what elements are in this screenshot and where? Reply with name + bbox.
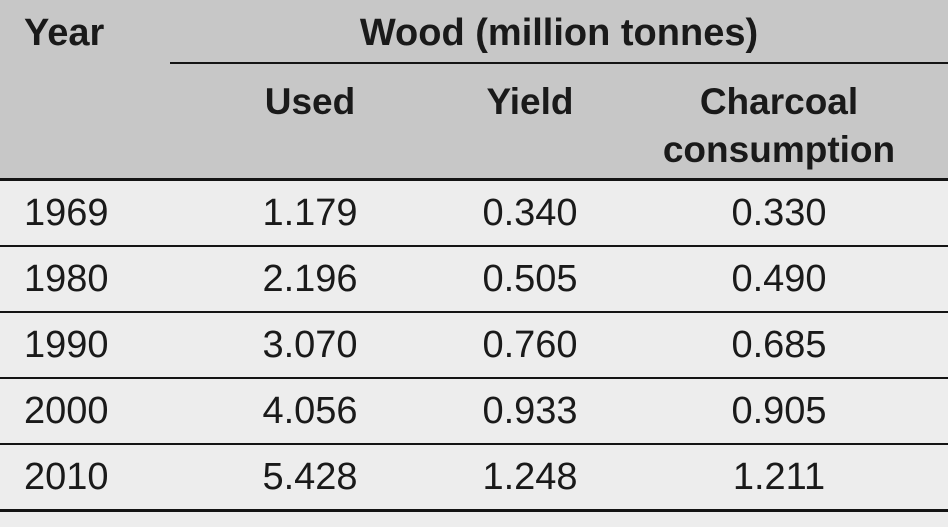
yield-cell: 0.760	[450, 311, 610, 378]
used-cell: 5.428	[170, 443, 450, 511]
table-row: 1969 1.179 0.340 0.330	[0, 178, 948, 246]
used-cell: 3.070	[170, 311, 450, 378]
year-cell: 1969	[0, 178, 170, 246]
year-cell: 1990	[0, 311, 170, 378]
wood-group-header: Wood (million tonnes)	[170, 0, 948, 64]
yield-cell: 1.248	[450, 443, 610, 511]
year-column-header: Year	[0, 0, 170, 180]
year-cell: 1980	[0, 245, 170, 312]
table-header: Year Wood (million tonnes) Used Yield Ch…	[0, 0, 948, 180]
wood-data-table: Year Wood (million tonnes) Used Yield Ch…	[0, 0, 948, 512]
used-cell: 1.179	[170, 178, 450, 246]
charcoal-column-header: Charcoal consumption	[610, 63, 948, 180]
table-row: 1990 3.070 0.760 0.685	[0, 311, 948, 378]
table-row: 2000 4.056 0.933 0.905	[0, 377, 948, 444]
year-cell: 2000	[0, 377, 170, 444]
charcoal-cell: 0.685	[610, 311, 948, 378]
table-row: 2010 5.428 1.248 1.211	[0, 443, 948, 511]
yield-column-header: Yield	[450, 63, 610, 180]
charcoal-cell: 0.490	[610, 245, 948, 312]
yield-cell: 0.933	[450, 377, 610, 444]
used-column-header: Used	[170, 63, 450, 180]
table-row: 1980 2.196 0.505 0.490	[0, 245, 948, 312]
charcoal-cell: 1.211	[610, 443, 948, 511]
group-header-row: Year Wood (million tonnes)	[0, 0, 948, 180]
used-cell: 4.056	[170, 377, 450, 444]
sub-header-row: Used Yield Charcoal consumption	[0, 63, 948, 180]
used-cell: 2.196	[170, 245, 450, 312]
charcoal-cell: 0.330	[610, 178, 948, 246]
charcoal-cell: 0.905	[610, 377, 948, 444]
yield-cell: 0.340	[450, 178, 610, 246]
yield-cell: 0.505	[450, 245, 610, 312]
year-cell: 2010	[0, 443, 170, 511]
table-body: 1969 1.179 0.340 0.330 1980 2.196 0.505 …	[0, 178, 948, 511]
